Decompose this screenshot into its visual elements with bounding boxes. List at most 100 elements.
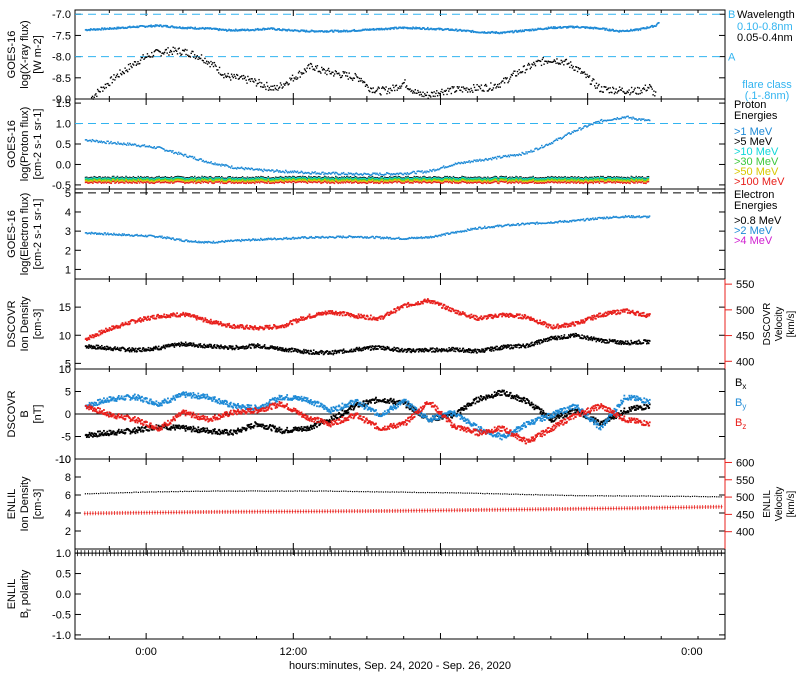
proton-0-point — [163, 149, 165, 151]
proton-0-point — [495, 157, 497, 159]
proton-0-point — [210, 161, 212, 163]
xray-short-point — [458, 88, 459, 89]
panel-frame-6 — [75, 459, 725, 549]
xray-short-point — [469, 89, 470, 90]
xray-short-point — [633, 91, 634, 92]
xray-short-point — [447, 88, 448, 89]
xray-long-point — [604, 28, 606, 30]
xray-short-point — [326, 74, 327, 75]
xray-short-point — [543, 63, 544, 64]
xray-short-point — [241, 75, 242, 76]
xray-short-point — [330, 73, 331, 74]
electron-2mev-point — [240, 241, 242, 243]
xray-short-point — [354, 78, 355, 79]
electron-2mev-point — [311, 236, 313, 238]
xray-short-point — [594, 85, 595, 86]
xray-short-point — [527, 64, 528, 65]
xray-short-point — [597, 87, 598, 88]
xray-short-point — [628, 92, 629, 93]
xray-short-point — [334, 73, 335, 74]
xray-long-point — [150, 24, 152, 26]
proton-0-point — [91, 141, 93, 143]
xray-short-point — [470, 88, 471, 89]
xray-short-point — [591, 83, 592, 84]
xray-short-point — [377, 88, 378, 89]
xray-short-point — [203, 60, 204, 61]
xray-short-point — [609, 92, 610, 93]
electron-2mev-point — [195, 240, 197, 242]
proton-5-point — [496, 181, 498, 183]
xray-short-point — [439, 95, 440, 96]
proton-5-point — [634, 182, 636, 184]
xray-short-point — [249, 79, 250, 80]
electron-2mev-point — [203, 242, 205, 244]
xray-short-point — [290, 79, 291, 80]
proton-0-point — [577, 129, 579, 131]
xray-short-point — [270, 86, 271, 87]
xray-short-point — [119, 69, 120, 70]
electron-2mev-point — [180, 239, 182, 241]
xray-short-point — [530, 67, 531, 68]
proton-0-point — [277, 170, 279, 172]
panel-frame-3 — [75, 189, 725, 279]
proton-4-point — [635, 179, 637, 181]
xray-long-point — [116, 28, 118, 30]
xray-short-point — [212, 62, 213, 63]
proton-5-point — [532, 181, 534, 183]
xray-short-point — [518, 69, 519, 70]
xray-short-point — [218, 72, 219, 73]
proton-5-point — [599, 182, 601, 184]
xray-short-point — [397, 89, 398, 90]
xray-short-point — [574, 70, 575, 71]
proton-0-point — [550, 143, 552, 145]
proton-0-point — [334, 173, 336, 175]
xray-short-point — [512, 73, 513, 74]
xray-short-series — [91, 47, 656, 100]
xray-short-point — [260, 86, 261, 87]
electron-2mev-point — [342, 237, 344, 239]
xray-short-point — [486, 85, 487, 86]
xray-short-point — [276, 89, 277, 90]
xray-short-point — [274, 85, 275, 86]
xray-short-point — [643, 87, 644, 88]
xray-short-point — [388, 88, 389, 89]
xray-short-point — [355, 74, 356, 75]
xray-short-point — [328, 68, 329, 69]
xray-short-point — [247, 76, 248, 77]
xray-short-point — [638, 93, 639, 94]
proton-5-point — [111, 183, 113, 185]
xray-short-point — [348, 72, 349, 73]
y-tick-label: 2 — [65, 245, 71, 257]
y-tick-label: 1.5 — [56, 98, 71, 110]
xray-short-point — [209, 62, 210, 63]
proton-5-point — [498, 183, 500, 185]
xray-short-point — [623, 91, 624, 92]
electron-2mev-point — [105, 232, 107, 234]
xray-short-point — [396, 85, 397, 86]
xray-short-point — [264, 84, 265, 85]
proton-5-point — [200, 182, 202, 184]
xray-short-point — [436, 90, 437, 91]
proton-4-point — [113, 179, 115, 181]
xray-short-point — [577, 71, 578, 72]
xray-short-point — [543, 57, 544, 58]
xray-short-point — [160, 55, 161, 56]
y-tick-label: 5 — [65, 188, 71, 200]
xray-short-point — [391, 90, 392, 91]
xray-short-point — [127, 71, 128, 72]
proton-0-point — [406, 174, 408, 176]
proton-5-point — [113, 181, 115, 183]
xray-short-point — [253, 81, 254, 82]
xray-short-point — [321, 67, 322, 68]
xray-short-point — [586, 74, 587, 75]
xray-short-point — [109, 85, 110, 86]
xray-short-point — [210, 61, 211, 62]
xray-short-point — [193, 56, 194, 57]
panel-frame-4 — [75, 279, 725, 369]
proton-5-point — [578, 181, 580, 183]
electron-2mev-series — [85, 215, 651, 244]
xray-short-point — [421, 94, 422, 95]
xray-short-point — [113, 74, 114, 75]
xray-short-point — [598, 84, 599, 85]
xray-short-point — [502, 80, 503, 81]
